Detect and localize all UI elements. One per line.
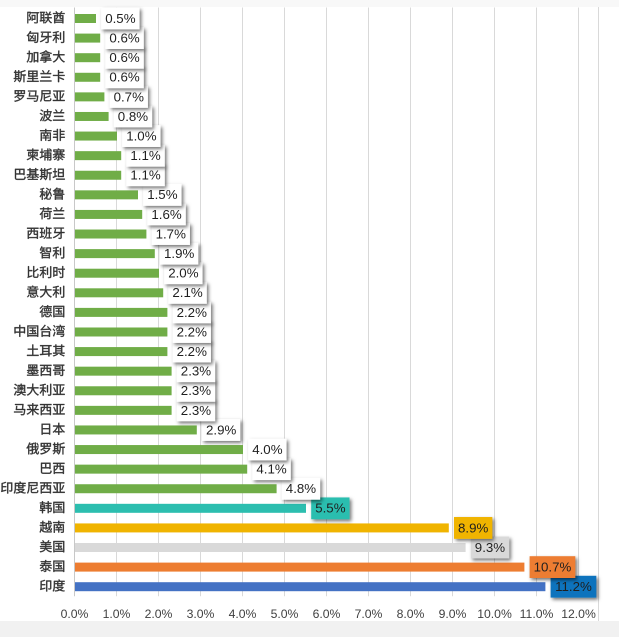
svg-text:10.7%: 10.7% — [534, 560, 572, 575]
svg-text:1.6%: 1.6% — [151, 207, 181, 222]
svg-text:6.0%: 6.0% — [313, 607, 341, 621]
svg-text:1.5%: 1.5% — [147, 187, 177, 202]
svg-text:7.0%: 7.0% — [355, 607, 383, 621]
svg-text:2.3%: 2.3% — [181, 383, 211, 398]
svg-text:4.0%: 4.0% — [229, 607, 257, 621]
svg-text:11.2%: 11.2% — [555, 579, 592, 594]
svg-text:0.5%: 0.5% — [105, 11, 135, 26]
svg-text:2.0%: 2.0% — [145, 607, 173, 621]
svg-text:1.9%: 1.9% — [164, 246, 194, 261]
svg-text:12.0%: 12.0% — [561, 607, 596, 621]
svg-text:9.3%: 9.3% — [475, 540, 505, 555]
svg-text:3.0%: 3.0% — [187, 607, 215, 621]
svg-text:1.0%: 1.0% — [126, 128, 156, 143]
svg-text:11.0%: 11.0% — [520, 607, 554, 621]
svg-text:1.1%: 1.1% — [130, 168, 160, 183]
svg-text:2.1%: 2.1% — [172, 285, 202, 300]
svg-text:0.6%: 0.6% — [109, 30, 139, 45]
svg-text:0.6%: 0.6% — [109, 70, 139, 85]
svg-text:5.0%: 5.0% — [271, 607, 299, 621]
svg-text:0.7%: 0.7% — [114, 89, 144, 104]
svg-text:5.5%: 5.5% — [315, 501, 345, 516]
svg-text:1.0%: 1.0% — [103, 607, 131, 621]
svg-text:0.0%: 0.0% — [61, 607, 89, 621]
svg-text:1.1%: 1.1% — [130, 148, 160, 163]
svg-text:1.7%: 1.7% — [156, 226, 186, 241]
svg-text:2.2%: 2.2% — [177, 324, 207, 339]
svg-text:2.2%: 2.2% — [177, 344, 207, 359]
svg-text:0.6%: 0.6% — [109, 50, 139, 65]
svg-text:2.2%: 2.2% — [177, 305, 207, 320]
svg-text:8.0%: 8.0% — [397, 607, 425, 621]
svg-text:10.0%: 10.0% — [477, 607, 512, 621]
svg-text:2.3%: 2.3% — [181, 403, 211, 418]
svg-text:4.0%: 4.0% — [252, 442, 282, 457]
svg-text:2.9%: 2.9% — [206, 422, 236, 437]
svg-text:8.9%: 8.9% — [458, 520, 488, 535]
svg-text:2.3%: 2.3% — [181, 364, 211, 379]
svg-text:2.0%: 2.0% — [168, 266, 198, 281]
svg-text:9.0%: 9.0% — [439, 607, 467, 621]
svg-text:4.8%: 4.8% — [286, 481, 316, 496]
svg-text:4.1%: 4.1% — [256, 462, 286, 477]
svg-text:0.8%: 0.8% — [118, 109, 148, 124]
